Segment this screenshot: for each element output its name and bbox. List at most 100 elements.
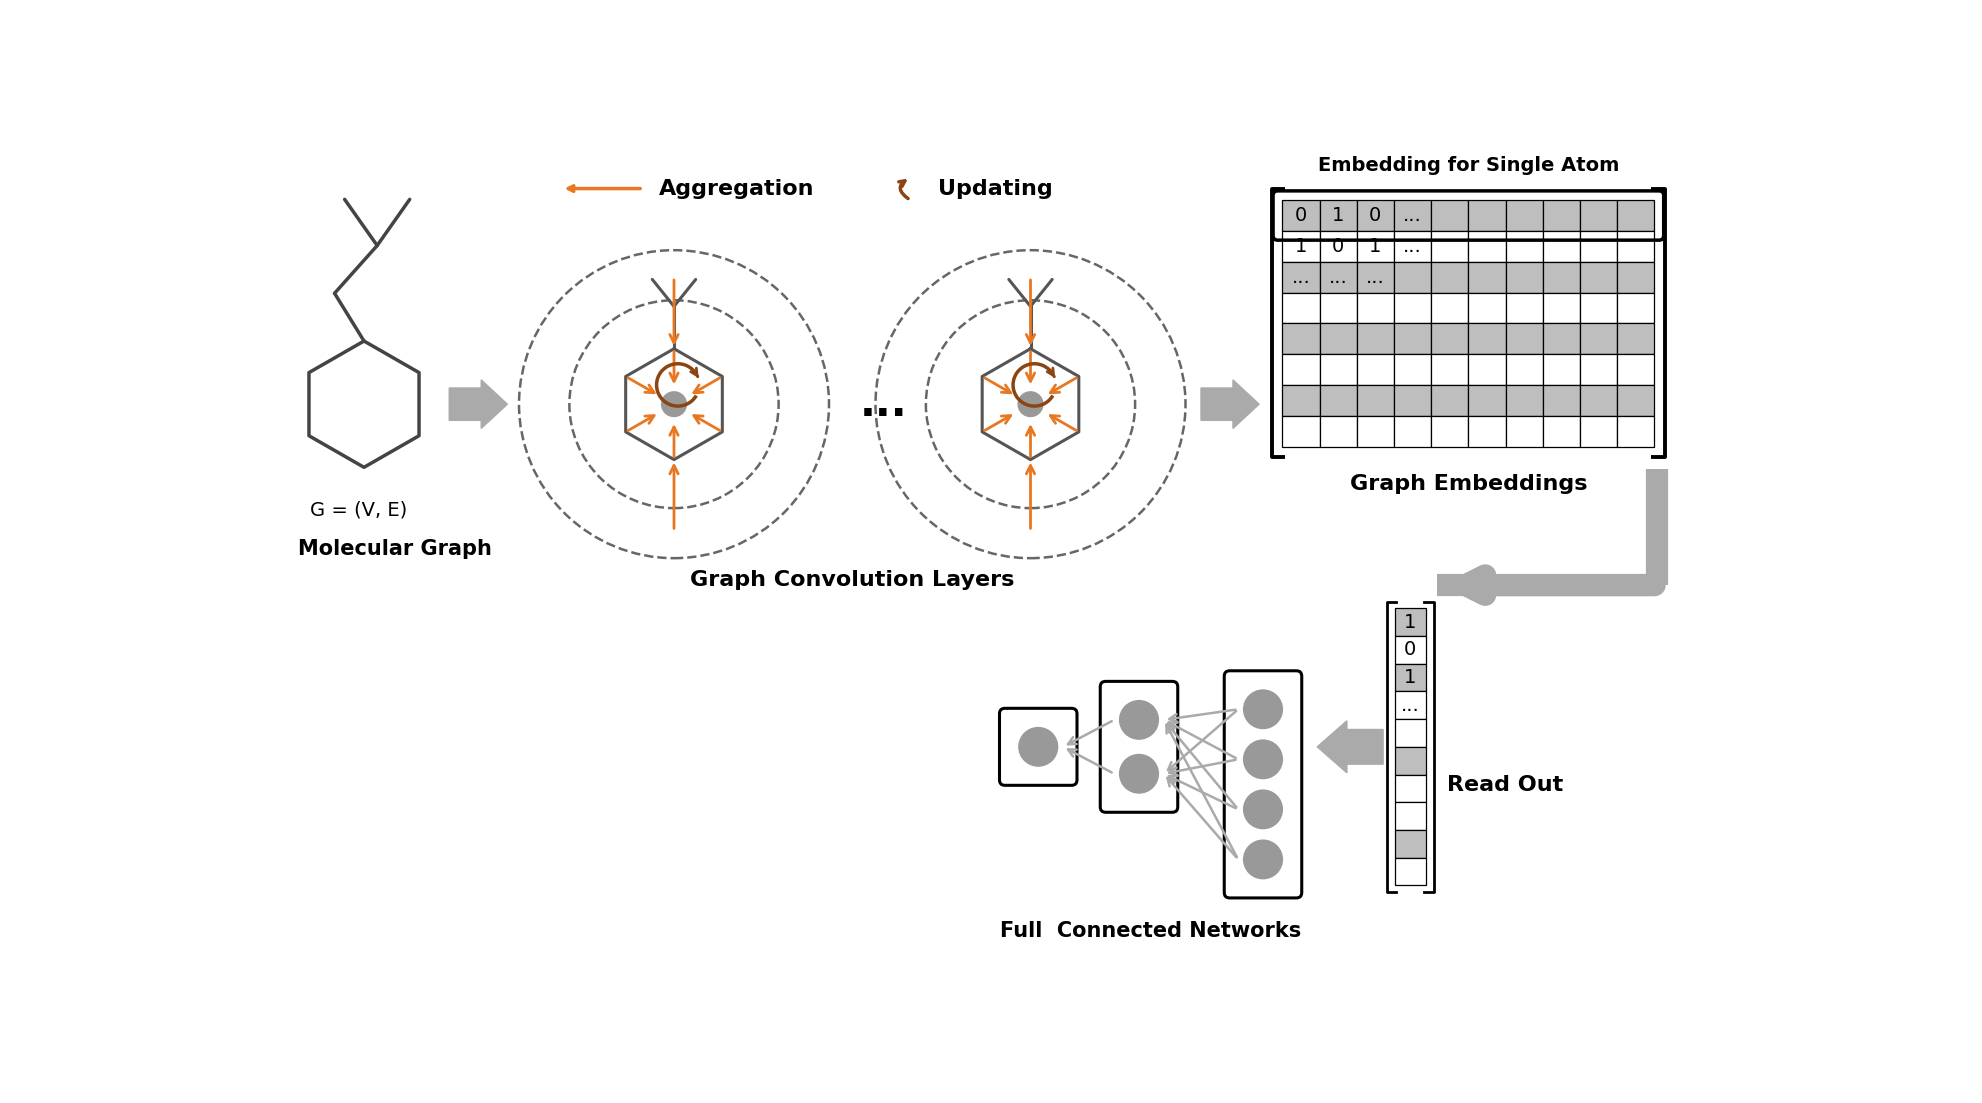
Bar [1395, 719, 1425, 747]
Bar [1617, 385, 1655, 416]
Bar [1580, 416, 1617, 447]
Text: ...: ... [1366, 268, 1385, 287]
Bar [1358, 261, 1393, 292]
Text: 1: 1 [1370, 237, 1381, 256]
Bar [1358, 231, 1393, 261]
Bar [1393, 261, 1431, 292]
Bar [1358, 354, 1393, 385]
Bar [1282, 200, 1320, 231]
Bar [1393, 354, 1431, 385]
Text: Read Out: Read Out [1447, 775, 1564, 795]
Bar [1542, 200, 1580, 231]
Text: 1: 1 [1403, 612, 1417, 632]
Bar [1580, 261, 1617, 292]
Text: ...: ... [860, 383, 908, 425]
Text: 0: 0 [1332, 237, 1344, 256]
Bar [1542, 354, 1580, 385]
Bar [1393, 385, 1431, 416]
Text: Graph Convolution Layers: Graph Convolution Layers [690, 570, 1015, 590]
Bar [1506, 323, 1542, 354]
Bar [1542, 261, 1580, 292]
Bar [1393, 416, 1431, 447]
Bar [1358, 385, 1393, 416]
Bar [1431, 292, 1469, 323]
Bar [1580, 200, 1617, 231]
Bar [1282, 261, 1320, 292]
Circle shape [1120, 754, 1157, 793]
Bar [1395, 636, 1425, 664]
Circle shape [662, 392, 686, 417]
Bar [1469, 261, 1506, 292]
Bar [1395, 692, 1425, 719]
Bar [1358, 200, 1393, 231]
Circle shape [1019, 728, 1058, 767]
Bar [1320, 200, 1358, 231]
Bar [1320, 354, 1358, 385]
Bar [1469, 323, 1506, 354]
FancyArrow shape [450, 379, 507, 428]
Text: Embedding for Single Atom: Embedding for Single Atom [1318, 157, 1619, 175]
Bar [1580, 354, 1617, 385]
Bar [1282, 323, 1320, 354]
FancyBboxPatch shape [1100, 682, 1177, 812]
Bar [1431, 231, 1469, 261]
Bar [1395, 829, 1425, 858]
Bar [1431, 323, 1469, 354]
Bar [1617, 261, 1655, 292]
FancyArrow shape [1201, 379, 1259, 428]
Bar [1431, 261, 1469, 292]
Text: ...: ... [1401, 696, 1419, 715]
Bar [1469, 292, 1506, 323]
Text: ...: ... [1403, 206, 1421, 225]
Text: ...: ... [1328, 268, 1348, 287]
Bar [1506, 354, 1542, 385]
Text: G = (V, E): G = (V, E) [309, 501, 406, 520]
Bar [1542, 292, 1580, 323]
Bar [1358, 416, 1393, 447]
Bar [1506, 231, 1542, 261]
Bar [1320, 292, 1358, 323]
Bar [1617, 292, 1655, 323]
Text: Graph Embeddings: Graph Embeddings [1350, 474, 1588, 494]
Text: Updating: Updating [937, 179, 1052, 199]
Bar [1320, 323, 1358, 354]
Bar [1617, 231, 1655, 261]
Bar [1393, 200, 1431, 231]
Bar [1395, 747, 1425, 774]
Bar [1542, 385, 1580, 416]
Bar [1506, 200, 1542, 231]
Bar [1469, 416, 1506, 447]
Bar [1393, 292, 1431, 323]
Bar [1282, 292, 1320, 323]
Circle shape [1243, 740, 1282, 779]
Bar [1320, 231, 1358, 261]
Bar [1395, 608, 1425, 636]
Bar [1542, 416, 1580, 447]
Text: 0: 0 [1294, 206, 1306, 225]
Text: 1: 1 [1332, 206, 1344, 225]
Bar [1358, 292, 1393, 323]
Text: Molecular Graph: Molecular Graph [297, 539, 492, 559]
Bar [1580, 323, 1617, 354]
Bar [1395, 858, 1425, 886]
Bar [1395, 774, 1425, 802]
Bar [1580, 231, 1617, 261]
Bar [1282, 354, 1320, 385]
Text: 0: 0 [1370, 206, 1381, 225]
Bar [1506, 261, 1542, 292]
Bar [1469, 385, 1506, 416]
Bar [1469, 354, 1506, 385]
Bar [1506, 385, 1542, 416]
Bar [1580, 385, 1617, 416]
Bar [1282, 416, 1320, 447]
Bar [1393, 323, 1431, 354]
Circle shape [1243, 690, 1282, 729]
Bar [1469, 200, 1506, 231]
Bar [1395, 664, 1425, 692]
Text: 0: 0 [1403, 641, 1417, 660]
Bar [1431, 385, 1469, 416]
Bar [1617, 416, 1655, 447]
Circle shape [1120, 700, 1157, 739]
Text: Full  Connected Networks: Full Connected Networks [1001, 921, 1302, 941]
Text: 1: 1 [1403, 668, 1417, 687]
